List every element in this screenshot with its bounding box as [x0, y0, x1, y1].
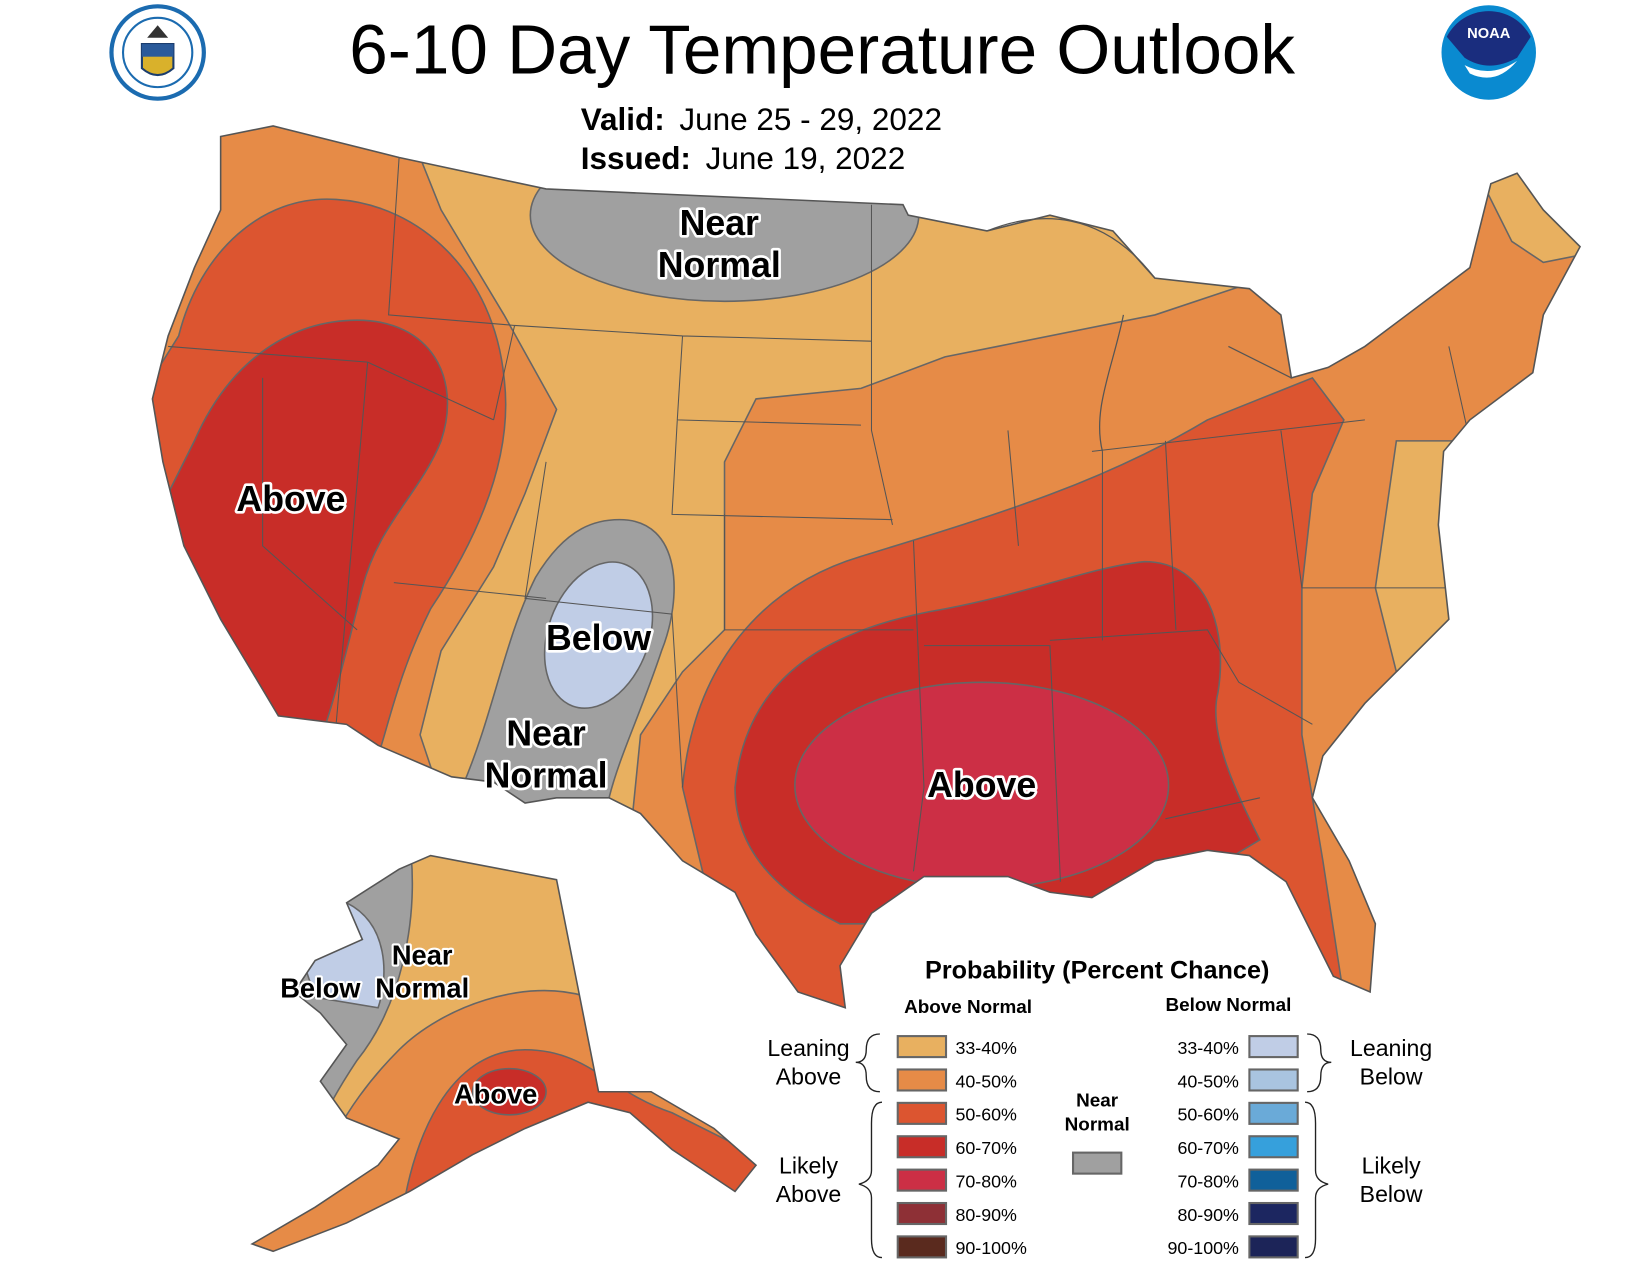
label-ak-below: Below: [280, 972, 361, 1003]
legend-below-header: Below Normal: [1165, 995, 1291, 1016]
label-ak-near: Near: [392, 940, 453, 971]
legend-likely-below-2: Below: [1360, 1181, 1423, 1207]
issued-line: Issued: June 19, 2022: [581, 140, 906, 176]
legend-likely-above-2: Above: [776, 1181, 841, 1207]
great-lakes-shore: [986, 218, 1292, 452]
label-sw-normal: Normal: [485, 755, 608, 795]
legend-swatch-below: [1248, 1135, 1299, 1159]
legend-swatch-above: [896, 1035, 948, 1059]
legend-leaning-above-2: Above: [776, 1063, 841, 1089]
legend-swatch-below: [1248, 1101, 1299, 1125]
legend-leaning-above-1: Leaning: [767, 1035, 849, 1061]
map-labels: Above Near Normal Below Near Normal Abov…: [234, 201, 1039, 1112]
legend-swatch-above: [896, 1201, 948, 1226]
legend-range-below: 70-80%: [1177, 1171, 1239, 1191]
legend-range-above: 90-100%: [955, 1238, 1027, 1258]
region-below-33-40: [543, 561, 654, 709]
valid-label: Valid:: [581, 101, 665, 137]
legend-range-above: 70-80%: [955, 1171, 1017, 1191]
legend-swatch-above: [896, 1101, 948, 1125]
ak-region-above-60-70: [471, 1067, 547, 1116]
legend-above-header: Above Normal: [904, 997, 1032, 1018]
valid-line: Valid: June 25 - 29, 2022: [581, 101, 942, 137]
issued-value: June 19, 2022: [706, 140, 906, 176]
label-north-normal: Normal: [658, 245, 781, 285]
legend-swatch-below: [1248, 1201, 1299, 1226]
legend-swatch-below: [1248, 1235, 1299, 1259]
legend-range-above: 40-50%: [955, 1071, 1017, 1091]
legend-likely-below-1: Likely: [1362, 1153, 1421, 1179]
region-above-60-70-west: [156, 319, 449, 726]
legend-swatch-near-normal: [1071, 1151, 1123, 1175]
legend-range-above: 50-60%: [955, 1105, 1017, 1125]
legend-leaning-below-1: Leaning: [1350, 1035, 1432, 1061]
legend-swatch-below: [1248, 1168, 1299, 1192]
legend-range-above: 80-90%: [955, 1205, 1017, 1225]
label-north-near: Near: [680, 203, 759, 243]
legend-swatch-above: [896, 1135, 948, 1159]
label-ak-normal: Normal: [375, 972, 469, 1003]
label-west-above: Above: [236, 479, 345, 519]
legend-braces: [855, 1033, 1332, 1259]
legend-range-below: 60-70%: [1177, 1138, 1239, 1158]
legend-near-label-2: Normal: [1065, 1115, 1130, 1136]
legend-range-below: 50-60%: [1177, 1105, 1239, 1125]
label-ak-above: Above: [454, 1078, 537, 1109]
state-borders: [168, 157, 1471, 882]
legend-range-below: 90-100%: [1168, 1238, 1240, 1258]
legend-range-above: 33-40%: [955, 1038, 1017, 1058]
alaska-map: [252, 855, 757, 1252]
legend-swatch-above: [896, 1068, 948, 1092]
legend-likely-above-1: Likely: [779, 1153, 838, 1179]
legend-swatch-below: [1248, 1035, 1299, 1059]
legend: Probability (Percent Chance) Above Norma…: [767, 956, 1432, 1259]
legend-title: Probability (Percent Chance): [925, 956, 1269, 984]
label-sw-near: Near: [506, 713, 585, 753]
doc-seal-logo: [109, 4, 206, 101]
legend-swatch-above: [896, 1235, 948, 1259]
noaa-logo: NOAA: [1441, 5, 1536, 100]
noaa-logo-text: NOAA: [1467, 26, 1511, 42]
valid-value: June 25 - 29, 2022: [679, 101, 942, 137]
header: NOAA 6-10 Day Temperature Outlook Valid:…: [109, 4, 1536, 176]
legend-swatch-above: [896, 1168, 948, 1192]
label-below: Below: [546, 618, 651, 658]
legend-leaning-below-2: Below: [1360, 1063, 1423, 1089]
legend-swatch-below: [1248, 1068, 1299, 1092]
page-title: 6-10 Day Temperature Outlook: [349, 10, 1295, 88]
issued-label: Issued:: [581, 140, 691, 176]
legend-range-above: 60-70%: [955, 1138, 1017, 1158]
label-south-above: Above: [927, 765, 1036, 805]
legend-range-below: 40-50%: [1177, 1071, 1239, 1091]
legend-range-below: 80-90%: [1177, 1205, 1239, 1225]
legend-range-below: 33-40%: [1177, 1038, 1239, 1058]
legend-near-label-1: Near: [1076, 1090, 1119, 1111]
